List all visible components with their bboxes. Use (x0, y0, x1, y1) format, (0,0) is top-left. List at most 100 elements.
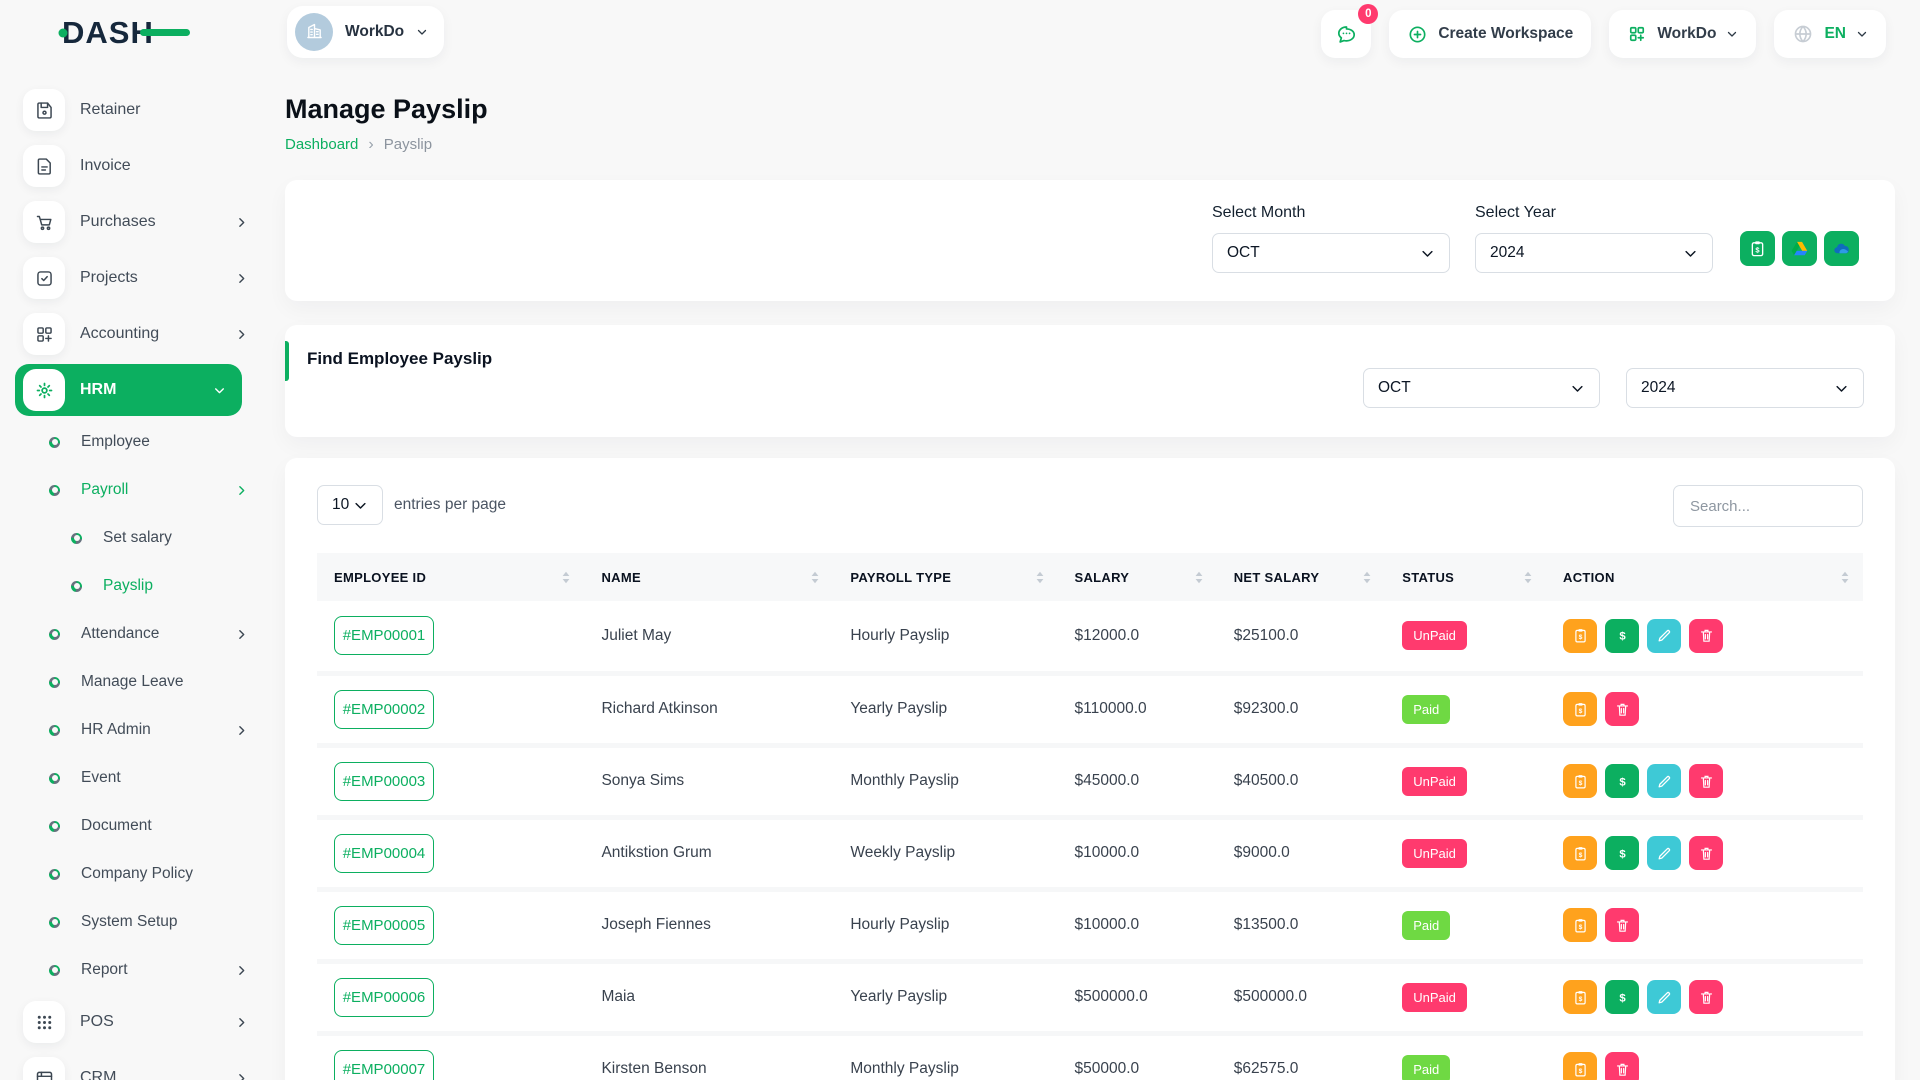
sidebar-item-accounting[interactable]: Accounting (0, 306, 270, 362)
cell-net-salary: $9000.0 (1216, 817, 1386, 892)
svg-text:$: $ (1578, 852, 1582, 859)
language-selector[interactable]: EN (1774, 10, 1886, 58)
workspace-pill-label: WorkDo (345, 23, 405, 40)
cell-salary: $10000.0 (1057, 889, 1217, 964)
payslip-action-button[interactable]: $ (1563, 692, 1598, 726)
find-month-select-value: OCT (1378, 379, 1411, 396)
cell-net-salary: $500000.0 (1216, 961, 1386, 1036)
delete-action-button[interactable] (1689, 764, 1724, 798)
delete-action-button[interactable] (1689, 980, 1724, 1014)
employee-id-badge[interactable]: #EMP00006 (334, 977, 434, 1017)
select-year-label: Select Year (1475, 204, 1556, 221)
bullet-icon (49, 772, 60, 784)
workspace-switcher-button[interactable]: WorkDo (1609, 10, 1757, 58)
column-header-employee-id[interactable]: EMPLOYEE ID (317, 553, 585, 601)
sidebar-item-event[interactable]: Event (0, 754, 270, 802)
edit-action-button[interactable] (1647, 836, 1682, 870)
workspace-pill[interactable]: WorkDo (287, 6, 445, 58)
app-logo[interactable]: DASH (58, 14, 192, 57)
delete-action-button[interactable] (1605, 692, 1640, 726)
sidebar-item-manage-leave[interactable]: Manage Leave (0, 658, 270, 706)
find-employee-payslip-card: Find Employee Payslip OCT 2024 (285, 325, 1895, 437)
chevron-down-icon (1570, 381, 1585, 396)
sidebar-item-report[interactable]: Report (0, 946, 270, 994)
chevron-down-icon (1420, 246, 1435, 261)
card-accent-bar (285, 341, 289, 381)
edit-action-button[interactable] (1647, 618, 1682, 653)
find-year-select[interactable]: 2024 (1626, 368, 1864, 408)
breadcrumb-dashboard-link[interactable]: Dashboard (285, 136, 359, 153)
sidebar-item-retainer[interactable]: Retainer (0, 82, 270, 138)
pay-action-button[interactable]: $ (1605, 836, 1640, 870)
sidebar-item-label: CRM (80, 1069, 117, 1080)
save-icon (23, 89, 65, 131)
sidebar-item-payroll[interactable]: Payroll (0, 466, 270, 514)
column-header-status[interactable]: STATUS (1385, 553, 1547, 601)
sidebar-item-company-policy[interactable]: Company Policy (0, 850, 270, 898)
cell-status: Paid (1385, 889, 1547, 964)
pay-action-button[interactable]: $ (1605, 764, 1640, 798)
sidebar-item-payslip[interactable]: Payslip (0, 562, 270, 610)
chevron-down-icon (1683, 246, 1698, 261)
find-month-select[interactable]: OCT (1363, 368, 1600, 408)
delete-action-button[interactable] (1605, 1052, 1640, 1080)
delete-action-button[interactable] (1689, 836, 1724, 870)
payslip-action-button[interactable]: $ (1563, 618, 1598, 653)
cell-name: Antikstion Grum (584, 817, 834, 892)
employee-id-badge[interactable]: #EMP00005 (334, 905, 434, 945)
sidebar-item-set-salary[interactable]: Set salary (0, 514, 270, 562)
delete-action-button[interactable] (1689, 618, 1724, 653)
sidebar-item-invoice[interactable]: Invoice (0, 138, 270, 194)
column-header-net-salary[interactable]: NET SALARY (1216, 553, 1386, 601)
payslip-filter-card: Select Month OCT Select Year 2024 $ (285, 180, 1895, 301)
cell-employee-id: #EMP00007 (317, 1033, 585, 1080)
sidebar-item-projects[interactable]: Projects (0, 250, 270, 306)
employee-id-badge[interactable]: #EMP00004 (334, 833, 434, 873)
search-input[interactable] (1673, 485, 1863, 527)
google-drive-export-button[interactable] (1782, 231, 1817, 266)
payslip-action-button[interactable]: $ (1563, 908, 1598, 942)
pay-action-button[interactable]: $ (1605, 980, 1640, 1014)
month-select[interactable]: OCT (1212, 233, 1450, 273)
workspace-avatar (295, 13, 333, 51)
cell-status: UnPaid (1385, 601, 1547, 676)
sidebar-item-document[interactable]: Document (0, 802, 270, 850)
payslip-action-button[interactable]: $ (1563, 980, 1598, 1014)
bulk-payslip-button[interactable]: $ (1740, 231, 1775, 266)
year-select[interactable]: 2024 (1475, 233, 1713, 273)
payslip-action-button[interactable]: $ (1563, 1052, 1598, 1080)
payslip-action-button[interactable]: $ (1563, 764, 1598, 798)
messages-button[interactable]: 0 (1321, 4, 1379, 58)
sidebar-item-pos[interactable]: POS (0, 994, 270, 1050)
edit-action-button[interactable] (1647, 764, 1682, 798)
cell-status: UnPaid (1385, 961, 1547, 1036)
sidebar-item-attendance[interactable]: Attendance (0, 610, 270, 658)
chevron-right-icon (235, 484, 248, 497)
onedrive-export-button[interactable] (1824, 231, 1859, 266)
employee-id-badge[interactable]: #EMP00002 (334, 689, 434, 729)
pay-action-button[interactable]: $ (1605, 618, 1640, 653)
sidebar-item-purchases[interactable]: Purchases (0, 194, 270, 250)
column-header-name[interactable]: NAME (584, 553, 834, 601)
payslip-table-card: 10 entries per page EMPLOYEE ID NAME PAYRO… (285, 458, 1895, 1080)
sidebar-item-employee[interactable]: Employee (0, 418, 270, 466)
sidebar-item-hrm[interactable]: HRM (15, 364, 242, 416)
edit-action-button[interactable] (1647, 980, 1682, 1014)
sidebar-item-hr-admin[interactable]: HR Admin (0, 706, 270, 754)
column-header-payroll-type[interactable]: PAYROLL TYPE (833, 553, 1058, 601)
employee-id-badge[interactable]: #EMP00003 (334, 761, 434, 801)
svg-text:$: $ (1578, 996, 1582, 1003)
employee-id-badge[interactable]: #EMP00007 (334, 1049, 434, 1080)
create-workspace-button[interactable]: Create Workspace (1389, 10, 1592, 58)
column-header-salary[interactable]: SALARY (1057, 553, 1217, 601)
sidebar-nav: Retainer Invoice Purchases Projects Accounti… (0, 82, 270, 1080)
employee-id-badge[interactable]: #EMP00001 (334, 616, 434, 656)
cell-name: Richard Atkinson (584, 673, 834, 748)
sidebar-item-system-setup[interactable]: System Setup (0, 898, 270, 946)
payslip-action-button[interactable]: $ (1563, 836, 1598, 870)
column-header-action[interactable]: ACTION (1546, 553, 1863, 601)
sidebar-item-crm[interactable]: CRM (0, 1050, 270, 1080)
delete-action-button[interactable] (1605, 908, 1640, 942)
page-size-select[interactable]: 10 (317, 485, 383, 525)
chevron-right-icon (235, 1016, 248, 1029)
